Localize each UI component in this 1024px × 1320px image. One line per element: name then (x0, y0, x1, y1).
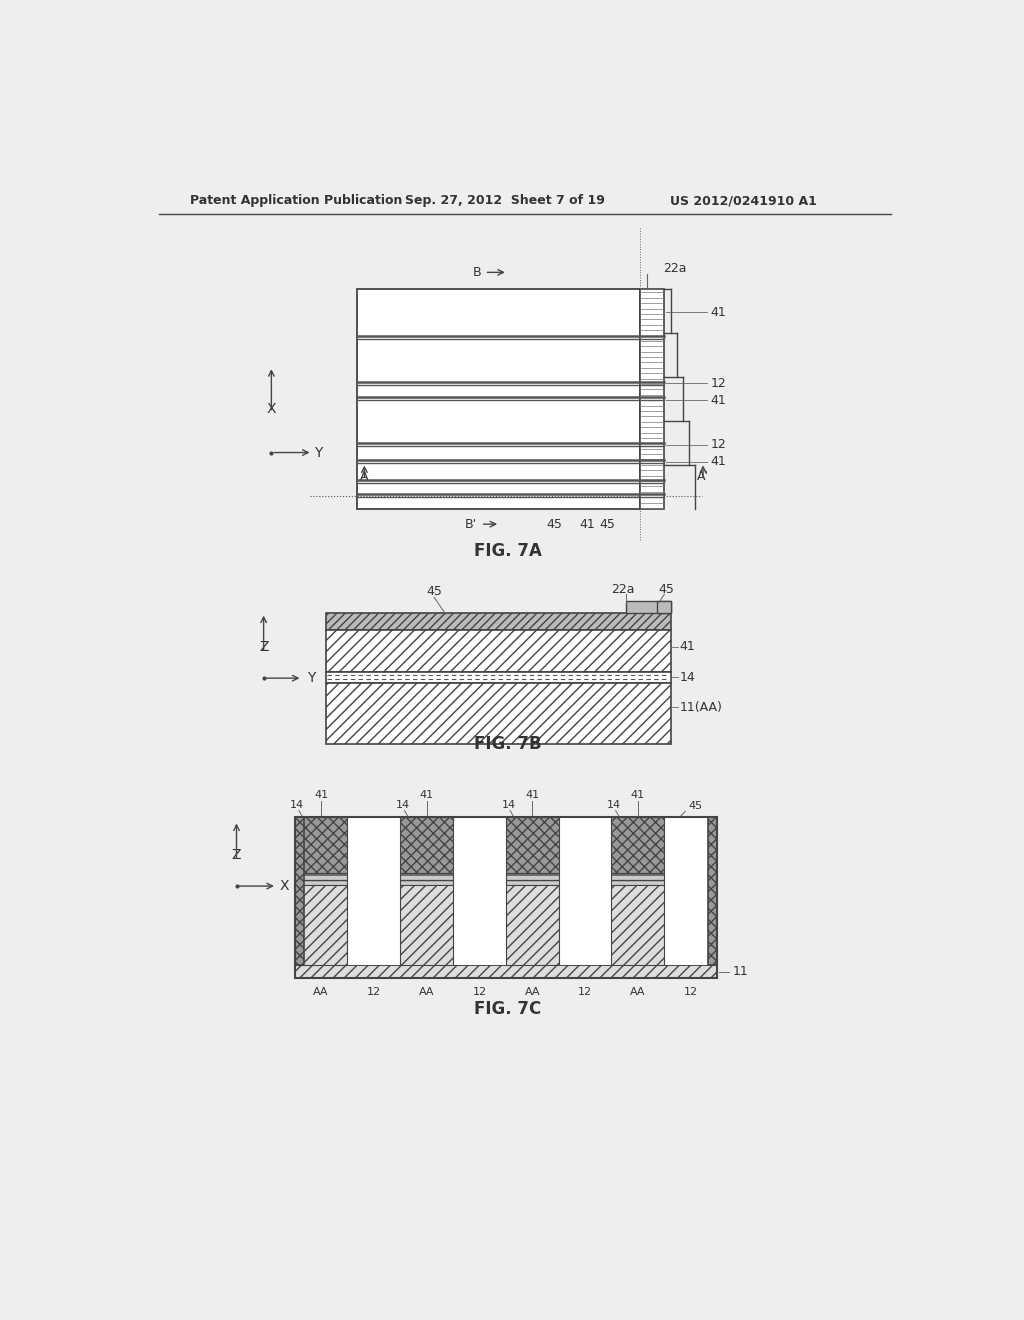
Text: 41: 41 (314, 791, 328, 800)
Text: FIG. 7A: FIG. 7A (474, 543, 542, 560)
Text: Z: Z (231, 849, 242, 862)
Bar (295, 965, 717, 978)
Bar (400, 873, 453, 884)
Bar (400, 884, 453, 965)
Text: 12: 12 (711, 376, 727, 389)
Bar (640, 289, 665, 508)
Bar (506, 873, 559, 884)
Text: 14: 14 (290, 800, 304, 810)
Text: B': B' (465, 517, 476, 531)
Bar (611, 884, 665, 965)
Text: 45: 45 (426, 585, 442, 598)
Bar (627, 601, 671, 612)
Bar (326, 612, 671, 630)
Bar (295, 884, 347, 965)
Text: 45: 45 (658, 583, 675, 597)
Bar (708, 817, 717, 965)
Bar (453, 817, 506, 965)
Bar (506, 884, 559, 965)
Bar (295, 873, 347, 884)
Text: Y: Y (307, 671, 315, 685)
Text: 14: 14 (680, 671, 695, 684)
Bar (295, 817, 347, 873)
Bar (356, 289, 640, 508)
Bar (611, 873, 665, 884)
Text: X: X (280, 879, 290, 894)
Bar (295, 817, 717, 965)
Text: 12: 12 (684, 987, 697, 998)
Text: Sep. 27, 2012  Sheet 7 of 19: Sep. 27, 2012 Sheet 7 of 19 (406, 194, 605, 207)
Text: 45: 45 (599, 517, 614, 531)
Text: AA: AA (419, 987, 434, 998)
Text: 41: 41 (711, 393, 727, 407)
Text: US 2012/0241910 A1: US 2012/0241910 A1 (671, 194, 817, 207)
Text: 41: 41 (680, 640, 695, 653)
Text: 14: 14 (396, 800, 410, 810)
Text: 11: 11 (732, 965, 749, 978)
Text: AA: AA (313, 987, 329, 998)
Text: 41: 41 (631, 791, 645, 800)
Text: 12: 12 (711, 438, 727, 451)
Bar (326, 672, 671, 682)
Bar (656, 601, 671, 612)
Bar (665, 817, 717, 965)
Text: 45: 45 (547, 517, 562, 531)
Bar (453, 817, 506, 965)
Text: 12: 12 (367, 987, 381, 998)
Text: AA: AA (630, 987, 645, 998)
Bar (506, 817, 559, 873)
Text: 12: 12 (472, 987, 486, 998)
Text: B: B (472, 265, 481, 279)
Text: X: X (266, 401, 276, 416)
Bar (347, 817, 400, 965)
Text: A': A' (697, 470, 709, 483)
Text: 41: 41 (420, 791, 434, 800)
Text: FIG. 7C: FIG. 7C (474, 1001, 542, 1018)
Bar (326, 630, 671, 672)
Bar (347, 817, 400, 965)
Bar (559, 817, 611, 965)
Text: 12: 12 (578, 987, 592, 998)
Text: 14: 14 (502, 800, 515, 810)
Bar (400, 817, 453, 873)
Text: Patent Application Publication: Patent Application Publication (190, 194, 402, 207)
Text: 41: 41 (525, 791, 540, 800)
Bar (665, 817, 717, 965)
Bar (559, 817, 611, 965)
Text: 22a: 22a (664, 261, 687, 275)
Text: Y: Y (313, 446, 323, 459)
Text: A: A (360, 470, 369, 483)
Text: 11(AA): 11(AA) (680, 701, 723, 714)
Text: AA: AA (524, 987, 540, 998)
Text: 14: 14 (607, 800, 622, 810)
Bar (295, 817, 717, 978)
Text: 41: 41 (711, 306, 727, 319)
Text: 41: 41 (580, 517, 595, 531)
Text: 22a: 22a (610, 583, 634, 597)
Bar (295, 817, 304, 965)
Bar (611, 817, 665, 873)
Text: FIG. 7B: FIG. 7B (474, 735, 542, 752)
Bar (326, 682, 671, 744)
Text: 41: 41 (711, 455, 727, 469)
Text: 45: 45 (689, 801, 702, 810)
Text: Z: Z (259, 640, 268, 655)
